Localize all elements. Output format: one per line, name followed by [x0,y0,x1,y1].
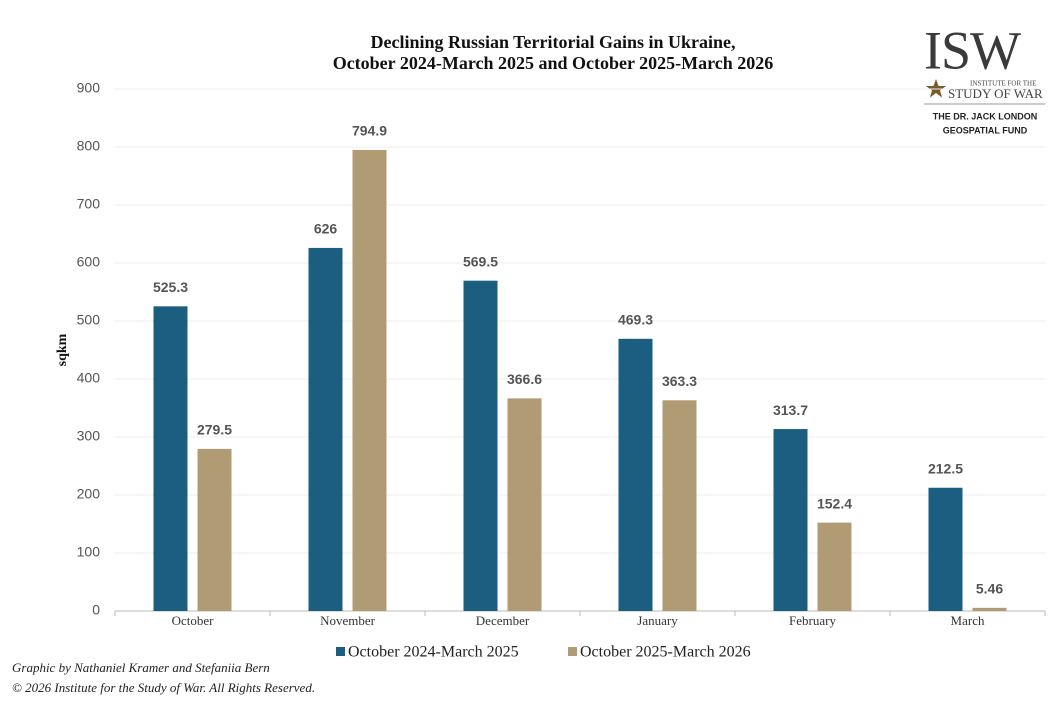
bar [197,448,232,611]
bar [463,280,498,611]
logo: ISW INSTITUTE FOR THE STUDY OF WAR THE D… [924,20,1045,135]
value-label: 363.3 [662,373,697,389]
logo-fund: GEOSPATIAL FUND [943,125,1028,135]
x-tick-label: January [637,613,678,628]
x-tick-label: February [789,613,836,628]
bar [928,487,963,611]
y-axis-label: sqkm [55,333,70,366]
y-tick-label: 900 [77,80,101,96]
value-label: 212.5 [928,460,963,476]
value-label: 569.5 [463,253,498,269]
bar [153,306,188,611]
y-tick-label: 800 [77,138,101,154]
bar [507,398,542,611]
value-label: 469.3 [618,312,653,328]
logo-star [926,79,946,98]
value-label: 279.5 [197,422,232,438]
y-tick-label: 400 [77,370,101,386]
value-label: 366.6 [507,371,542,387]
chart-title: October 2024-March 2025 and October 2025… [333,53,774,73]
y-tick-label: 200 [77,486,101,502]
value-label: 313.7 [773,402,808,418]
x-tick-label: November [320,613,376,628]
bar [773,429,808,611]
chart-title: Declining Russian Territorial Gains in U… [370,32,735,52]
value-label: 152.4 [817,495,852,511]
credit: Graphic by Nathaniel Kramer and Stefanii… [12,660,270,675]
x-tick-label: October [172,613,215,628]
logo-text: STUDY OF WAR [948,86,1043,101]
bar [308,247,343,612]
bar [972,607,1007,611]
value-label: 525.3 [153,279,188,295]
value-label: 5.46 [976,581,1003,597]
y-tick-label: 700 [77,196,101,212]
bar [352,149,387,611]
y-tick-label: 300 [77,428,101,444]
credit: © 2026 Institute for the Study of War. A… [12,680,315,695]
x-tick-label: December [476,613,530,628]
legend-label: October 2024-March 2025 [348,644,519,661]
x-tick-label: March [951,613,985,628]
legend-swatch [568,647,577,656]
value-label: 626 [314,221,338,237]
value-label: 794.9 [352,123,387,139]
logo-mark: ISW [924,20,1021,80]
logo-text: INSTITUTE FOR THE [970,80,1036,88]
bar [662,400,697,611]
bar [817,522,852,611]
legend-label: October 2025-March 2026 [580,644,751,661]
bar [618,338,653,611]
legend-swatch [336,647,345,656]
y-tick-label: 500 [77,312,101,328]
y-tick-label: 100 [77,544,101,560]
logo-fund: THE DR. JACK LONDON [933,111,1038,121]
y-tick-label: 600 [77,254,101,270]
y-tick-label: 0 [92,602,100,618]
